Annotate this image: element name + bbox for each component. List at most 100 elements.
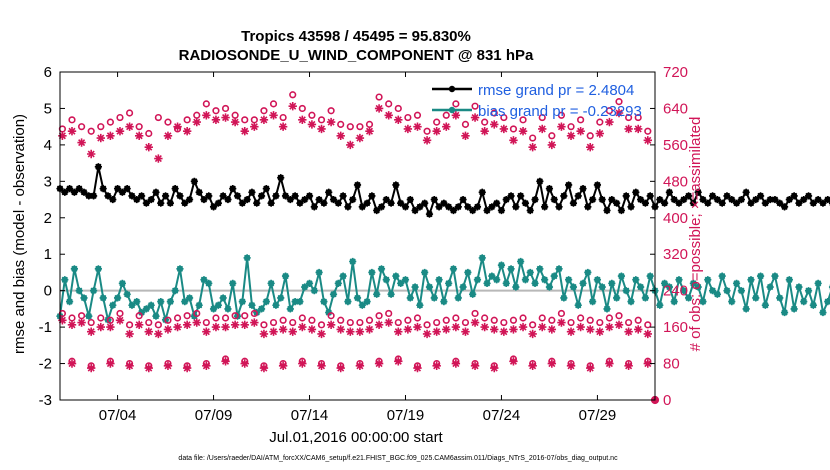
bias-point-dot (555, 265, 563, 272)
y-axis-label: rmse and bias (model - observation) (11, 114, 28, 354)
rmse-point-dot (714, 196, 721, 203)
legend-marker-0 (448, 85, 456, 93)
obs-assimilated-high--point (557, 122, 566, 131)
obs-assimilated-low--point (336, 325, 345, 334)
obs-possible-high--point (193, 111, 201, 119)
obs-assimilated-high--point (403, 124, 413, 134)
obs-possible-low--point (615, 312, 623, 320)
bias-point-dot (719, 272, 726, 280)
bias-point-dot (728, 298, 735, 305)
y-tick-label: 4 (44, 137, 52, 154)
bias-point-dot (824, 298, 830, 305)
rmse-point-dot (354, 181, 361, 189)
obs-possible-high--point (125, 109, 134, 117)
obs-assimilated-high--point (365, 127, 374, 136)
obs-possible-high--point (385, 100, 393, 108)
rmse-point-dot (373, 207, 380, 214)
rmse-point-dot (565, 181, 572, 189)
obs-assimilated-high--point (643, 136, 653, 145)
obs-assimilated-low--point (259, 329, 269, 339)
bias-point-dot (124, 291, 131, 298)
obs-assimilated-low--point (374, 320, 384, 330)
obs-assimilated-00z--point (374, 359, 384, 368)
obs-possible-high--point (106, 118, 114, 126)
obs-possible-high--point (298, 104, 306, 113)
y-tick-label: -1 (39, 319, 52, 336)
obs-assimilated-00z--point (202, 361, 211, 371)
rmse-point-dot (301, 196, 308, 203)
obs-possible-high--point (634, 113, 642, 122)
rmse-point-dot (277, 174, 284, 181)
obs-possible-high--point (615, 98, 623, 106)
obs-possible-high--point (212, 107, 220, 115)
bias-point-dot (771, 272, 779, 280)
x-tick-label: 07/09 (195, 407, 233, 424)
obs-assimilated-high--point (480, 127, 489, 136)
bias-point-dot (666, 283, 673, 291)
obs-assimilated-high--point (163, 131, 173, 140)
y-tick-label: 3 (44, 173, 52, 190)
obs-assimilated-low--point (451, 322, 461, 332)
obs-possible-high--point (461, 120, 470, 128)
obs-assimilated-00z--point (624, 361, 633, 371)
bias-point-dot (455, 294, 462, 302)
obs-assimilated-high--point (230, 117, 240, 127)
obs-possible-low--point (269, 318, 278, 327)
rmse-point-dot (340, 192, 347, 200)
obs-possible-low--point (308, 316, 316, 324)
bias-point-dot (411, 283, 419, 291)
obs-possible-low--point (145, 318, 153, 327)
bias-point-dot (71, 265, 78, 272)
obs-assimilated-low--point (182, 320, 192, 330)
rmse-point-dot (119, 189, 126, 196)
rmse-point-dot (268, 200, 275, 207)
bias-point-dot (268, 280, 275, 287)
rmse-point-dot (728, 196, 735, 203)
obs-assimilated-low--point (346, 327, 355, 336)
bias-point-dot (263, 298, 270, 305)
rmse-point-dot (546, 185, 553, 192)
obs-possible-low--point (231, 312, 239, 320)
bias-point-dot (603, 305, 611, 312)
obs-assimilated-low--point (77, 318, 86, 327)
obs-possible-high--point (452, 100, 460, 108)
obs-assimilated-00z--point (182, 363, 192, 373)
rmse-point-dot (589, 196, 596, 203)
rmse-point-dot (224, 196, 232, 203)
bias-point-dot (795, 283, 803, 291)
obs-assimilated-low--point (576, 322, 585, 332)
obs-assimilated-low--point (634, 325, 643, 334)
bias-point-dot (618, 272, 625, 280)
obs-possible-low--point (164, 316, 172, 324)
obs-possible-high--point (135, 123, 143, 131)
rmse-point-dot (733, 200, 740, 207)
y-tick-label: 6 (44, 64, 52, 81)
obs-possible-high--point (394, 104, 402, 113)
rmse-point-dot (503, 196, 510, 203)
bias-point-dot (239, 298, 246, 305)
x-tick-label: 07/29 (579, 407, 617, 424)
bias-point-dot (152, 313, 160, 320)
obs-assimilated-high--point (624, 124, 633, 134)
obs-possible-low--point (135, 312, 143, 320)
obs-assimilated-high--point (432, 127, 441, 136)
obs-possible-low--point (375, 312, 383, 320)
bias-point-dot (128, 302, 136, 309)
obs-possible-low--point (423, 321, 431, 329)
y-right-tick-label: 400 (663, 210, 688, 227)
rmse-point-dot (776, 200, 783, 207)
rmse-point-dot (719, 200, 726, 207)
bias-point-dot (474, 276, 481, 283)
rmse-point-dot (493, 200, 500, 207)
bias-point-dot (196, 302, 203, 309)
obs-assimilated-low--point (605, 322, 614, 332)
obs-possible-low--point (490, 316, 498, 324)
rmse-point-dot (128, 192, 136, 200)
obs-assimilated-low--point (413, 322, 422, 332)
obs-assimilated-00z--point (470, 361, 480, 371)
obs-assimilated-high--point (422, 136, 432, 145)
rmse-point-dot (244, 196, 251, 203)
rmse-point-dot (335, 200, 342, 207)
obs-assimilated-high--point (192, 117, 201, 127)
rmse-point-dot (671, 196, 678, 203)
